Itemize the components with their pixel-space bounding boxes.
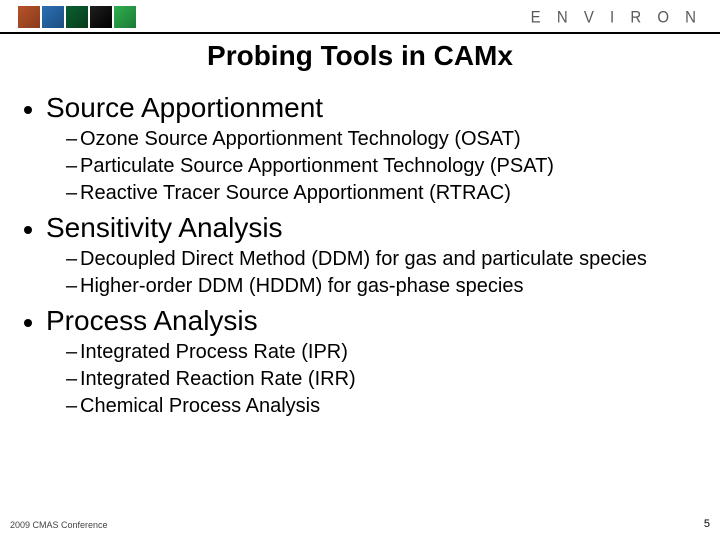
list-item: –Reactive Tracer Source Apportionment (R… <box>66 180 696 206</box>
divider <box>0 32 720 34</box>
list-item: –Integrated Process Rate (IPR) <box>66 339 696 365</box>
list-item: –Higher-order DDM (HDDM) for gas-phase s… <box>66 273 696 299</box>
dash-icon: – <box>66 126 80 152</box>
dash-icon: – <box>66 273 80 299</box>
item-text: Ozone Source Apportionment Technology (O… <box>80 126 521 152</box>
item-text: Chemical Process Analysis <box>80 393 320 419</box>
logo-square-icon <box>66 6 88 28</box>
page-number: 5 <box>704 518 710 530</box>
header-row: E N V I R O N <box>18 6 702 28</box>
heading-text: Process Analysis <box>46 305 258 337</box>
item-text: Integrated Reaction Rate (IRR) <box>80 366 356 392</box>
bullet-icon <box>24 319 32 327</box>
list-item: –Chemical Process Analysis <box>66 393 696 419</box>
dash-icon: – <box>66 339 80 365</box>
dash-icon: – <box>66 366 80 392</box>
bullet-icon <box>24 106 32 114</box>
sub-list: –Integrated Process Rate (IPR) –Integrat… <box>66 339 696 419</box>
section-heading: Sensitivity Analysis <box>24 212 696 244</box>
slide: E N V I R O N Probing Tools in CAMx Sour… <box>0 0 720 540</box>
footer-left: 2009 CMAS Conference <box>10 520 108 530</box>
list-item: –Decoupled Direct Method (DDM) for gas a… <box>66 246 696 272</box>
brand-name: E N V I R O N <box>531 8 702 27</box>
section-heading: Process Analysis <box>24 305 696 337</box>
sub-list: –Decoupled Direct Method (DDM) for gas a… <box>66 246 696 299</box>
logo-square-icon <box>42 6 64 28</box>
logo-square-icon <box>90 6 112 28</box>
item-text: Particulate Source Apportionment Technol… <box>80 153 554 179</box>
item-text: Higher-order DDM (HDDM) for gas-phase sp… <box>80 273 523 299</box>
item-text: Decoupled Direct Method (DDM) for gas an… <box>80 246 647 272</box>
section-heading: Source Apportionment <box>24 92 696 124</box>
heading-text: Source Apportionment <box>46 92 323 124</box>
dash-icon: – <box>66 180 80 206</box>
dash-icon: – <box>66 393 80 419</box>
page-title: Probing Tools in CAMx <box>0 40 720 72</box>
heading-text: Sensitivity Analysis <box>46 212 283 244</box>
logo-square-icon <box>18 6 40 28</box>
list-item: –Ozone Source Apportionment Technology (… <box>66 126 696 152</box>
logo-square-icon <box>114 6 136 28</box>
list-item: –Integrated Reaction Rate (IRR) <box>66 366 696 392</box>
logo-strip <box>18 6 136 28</box>
item-text: Integrated Process Rate (IPR) <box>80 339 348 365</box>
dash-icon: – <box>66 246 80 272</box>
dash-icon: – <box>66 153 80 179</box>
item-text: Reactive Tracer Source Apportionment (RT… <box>80 180 511 206</box>
list-item: –Particulate Source Apportionment Techno… <box>66 153 696 179</box>
sub-list: –Ozone Source Apportionment Technology (… <box>66 126 696 206</box>
bullet-icon <box>24 226 32 234</box>
content: Source Apportionment –Ozone Source Appor… <box>24 86 696 419</box>
